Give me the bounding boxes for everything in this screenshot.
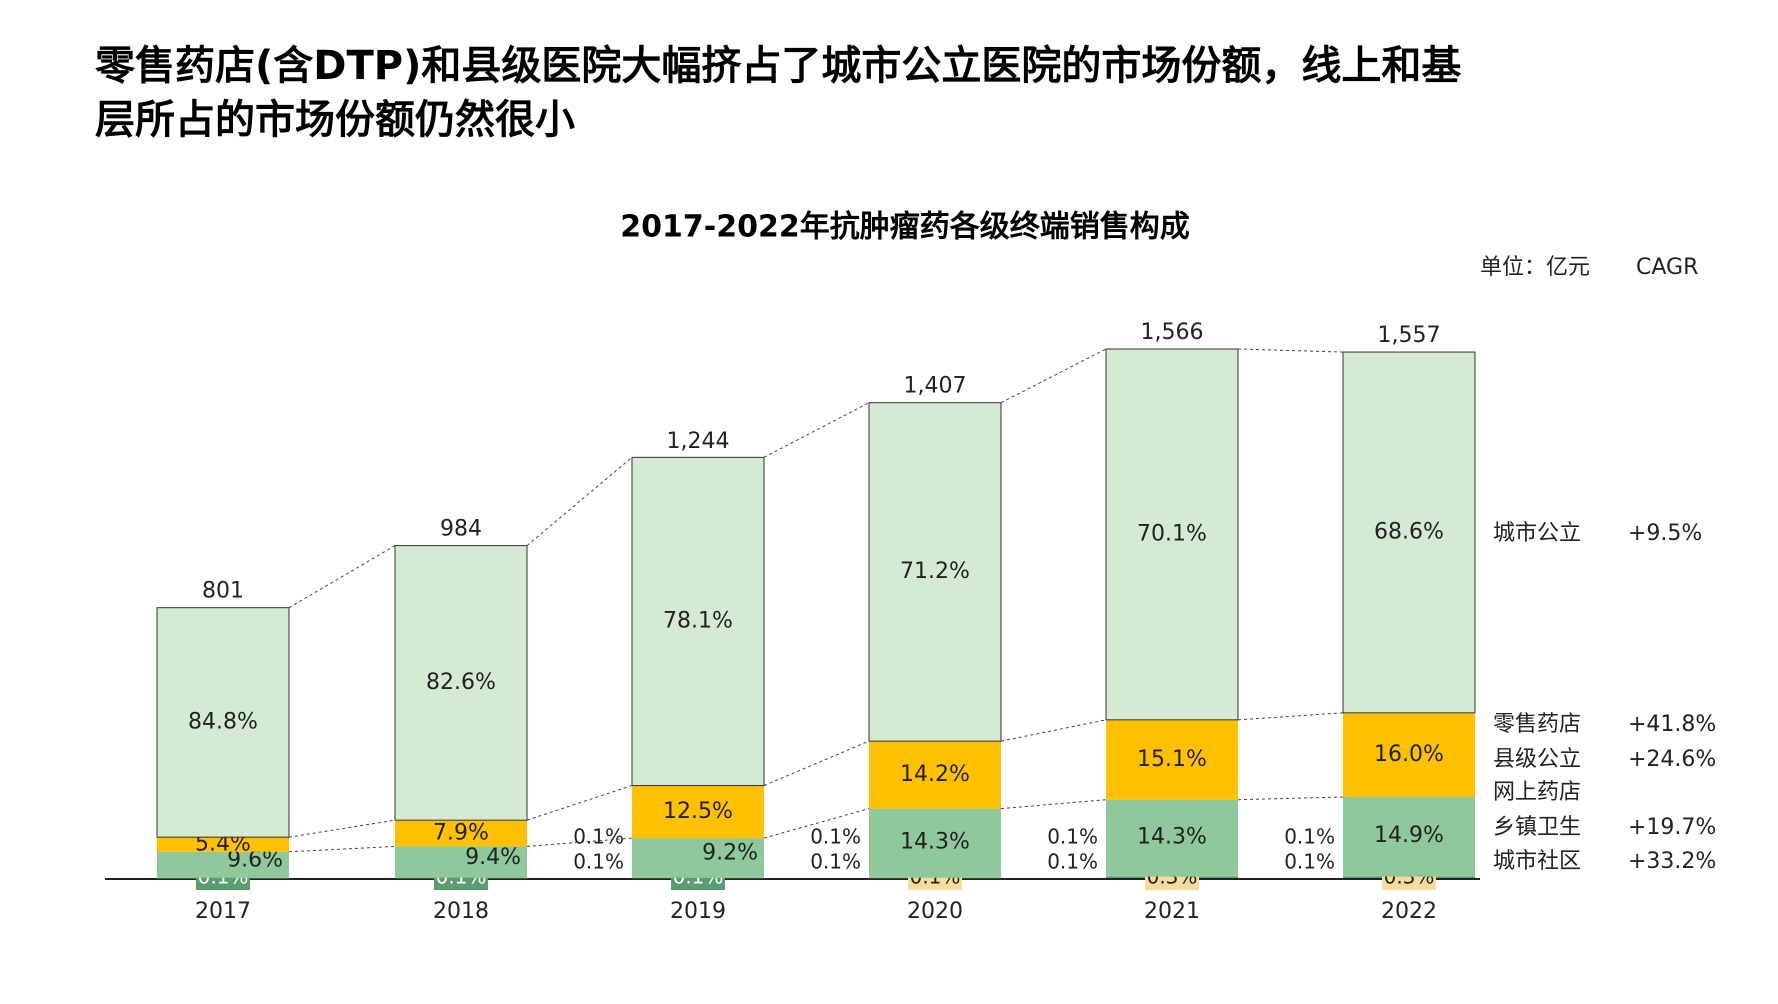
- bar-segment: [1105, 348, 1239, 721]
- bar-segment: [869, 741, 1001, 809]
- x-tick-label: 2022: [1381, 899, 1437, 924]
- bar-segment: [632, 838, 764, 877]
- x-tick-label: 2018: [433, 899, 489, 924]
- x-tick-label: 2017: [195, 899, 251, 924]
- connector: [763, 808, 870, 839]
- bar-segment: [1106, 719, 1238, 800]
- bar-segment: [156, 607, 290, 838]
- value-label: 0.1%: [1284, 825, 1335, 849]
- cagr-value: +33.2%: [1628, 849, 1716, 874]
- value-label: 0.1%: [573, 850, 624, 874]
- value-label: 78.1%: [663, 608, 733, 633]
- value-label: 0.1%: [810, 825, 861, 849]
- title-line: 零售药店(含DTP)和县级医院大幅挤占了城市公立医院的市场份额，线上和基: [95, 43, 1461, 89]
- legend-label: 城市社区: [1493, 849, 1581, 874]
- bar-segment: [631, 456, 765, 787]
- legend-label: 城市公立: [1493, 521, 1581, 546]
- value-label: 9.4%: [465, 845, 521, 870]
- legend-label: 网上药店: [1493, 780, 1581, 805]
- bar-segment: [868, 402, 1002, 742]
- value-label: 68.6%: [1374, 519, 1444, 544]
- bar-segment: [632, 877, 764, 878]
- total-label: 801: [202, 578, 244, 603]
- total-label: 984: [440, 517, 482, 542]
- bar-segment: [1343, 875, 1475, 877]
- connector: [1237, 712, 1344, 721]
- value-label: 0.1%: [1047, 850, 1098, 874]
- total-label: 1,407: [904, 374, 967, 399]
- value-label: 9.6%: [227, 848, 283, 873]
- bar-segment: [1106, 799, 1238, 876]
- legend-label: 乡镇卫生: [1493, 815, 1581, 840]
- connector: [526, 456, 633, 546]
- total-label: 1,244: [667, 429, 730, 454]
- cagr-value: +24.6%: [1628, 747, 1716, 772]
- bar-segment: [1106, 875, 1238, 877]
- value-label: 0.1%: [1047, 825, 1098, 849]
- value-label: 14.2%: [900, 762, 970, 787]
- bar-segment: [157, 837, 289, 852]
- connector: [526, 785, 633, 821]
- connector: [288, 845, 396, 853]
- legend-label: 零售药店: [1493, 712, 1581, 737]
- value-label: 16.0%: [1374, 742, 1444, 767]
- connector: [763, 740, 870, 787]
- bar-segment: [869, 876, 1001, 878]
- value-label: 0.1%: [810, 850, 861, 874]
- value-label: 12.5%: [663, 799, 733, 824]
- bar-segment: [1106, 875, 1238, 877]
- cagr-value: +41.8%: [1628, 712, 1716, 737]
- value-label: 7.9%: [433, 820, 489, 845]
- bar-segment: [1342, 351, 1476, 714]
- connector: [763, 402, 870, 458]
- value-label: 15.1%: [1137, 747, 1207, 772]
- bar-segment: [394, 545, 528, 821]
- bar-segment: [157, 851, 289, 878]
- connector: [1237, 796, 1344, 801]
- bar-segment: [1343, 875, 1475, 877]
- value-label: 82.6%: [426, 670, 496, 695]
- connector: [1237, 348, 1344, 353]
- total-label: 1,566: [1141, 320, 1204, 345]
- value-label: 14.3%: [900, 830, 970, 855]
- bar-segment: [869, 808, 1001, 877]
- cagr-header: CAGR: [1636, 255, 1698, 280]
- value-label: 14.9%: [1374, 823, 1444, 848]
- unit: 单位：亿元: [1480, 255, 1590, 280]
- connector: [288, 545, 396, 609]
- value-label: 9.2%: [702, 840, 758, 865]
- connector: [1000, 719, 1107, 742]
- chart-title: 2017-2022年抗肿瘤药各级终端销售构成: [620, 210, 1189, 245]
- value-label: 70.1%: [1137, 521, 1207, 546]
- value-label: 0.1%: [573, 825, 624, 849]
- value-label: 71.2%: [900, 559, 970, 584]
- connector: [1000, 348, 1107, 404]
- value-label: 0.1%: [1284, 850, 1335, 874]
- bar-segment: [395, 820, 527, 847]
- bar-segment: [869, 877, 1001, 878]
- bar-segment: [1343, 797, 1475, 876]
- value-label: 84.8%: [188, 709, 258, 734]
- connector: [288, 819, 396, 838]
- x-tick-label: 2019: [670, 899, 726, 924]
- total-label: 1,557: [1378, 323, 1441, 348]
- bar-segment: [632, 785, 764, 839]
- value-label: 14.3%: [1137, 825, 1207, 850]
- bar-segment: [395, 846, 527, 878]
- title-line: 层所占的市场份额仍然很小: [95, 97, 575, 143]
- cagr-value: +9.5%: [1628, 521, 1702, 546]
- x-tick-label: 2020: [907, 899, 963, 924]
- legend-label: 县级公立: [1493, 747, 1581, 772]
- bar-segment: [632, 876, 764, 878]
- bar-segment: [1343, 712, 1475, 798]
- x-tick-label: 2021: [1144, 899, 1200, 924]
- cagr-value: +19.7%: [1628, 815, 1716, 840]
- connector: [1000, 799, 1107, 810]
